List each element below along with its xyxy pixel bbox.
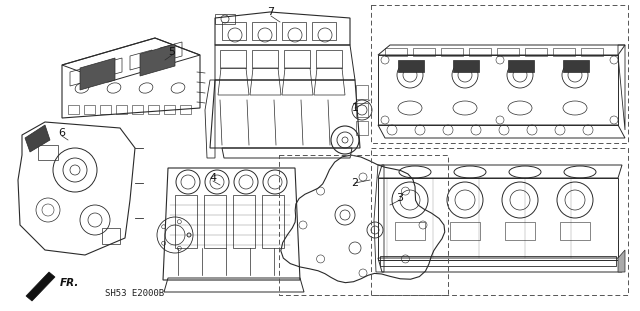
Polygon shape [563,60,589,72]
Bar [413,48,435,56]
Polygon shape [140,44,175,76]
Polygon shape [26,272,55,301]
Bar [102,228,120,244]
Bar [116,105,127,114]
Text: 5: 5 [168,47,175,57]
Polygon shape [80,58,115,90]
Bar [282,22,306,40]
Polygon shape [398,60,424,72]
Bar [252,22,276,40]
Text: FR.: FR. [60,278,79,288]
Text: 2: 2 [351,178,358,188]
Bar [312,22,336,40]
Text: 7: 7 [268,7,275,17]
Bar [395,222,425,240]
Bar [581,48,603,56]
Bar [180,105,191,114]
Polygon shape [508,60,534,72]
Bar [132,105,143,114]
Text: 1: 1 [351,103,358,113]
Polygon shape [453,60,479,72]
Bar [525,48,547,56]
Bar [148,105,159,114]
Bar [222,22,246,40]
Bar [100,105,111,114]
Bar [356,103,368,117]
Bar [497,48,519,56]
Bar [316,50,342,68]
Text: 3: 3 [397,193,403,203]
Bar [215,14,235,24]
Bar [560,222,590,240]
Bar [284,50,310,68]
Bar [450,222,480,240]
Bar [164,105,175,114]
Bar [441,48,463,56]
Polygon shape [25,125,50,152]
Bar [252,50,278,68]
Text: SH53 E2000B: SH53 E2000B [105,290,164,299]
Bar [84,105,95,114]
Polygon shape [618,250,625,272]
Bar [220,50,246,68]
Bar [553,48,575,56]
Bar [356,85,368,99]
Bar [38,145,58,160]
Text: 6: 6 [58,128,65,138]
Text: 4: 4 [209,173,216,183]
Bar [469,48,491,56]
Bar [505,222,535,240]
Bar [356,121,368,135]
Bar [68,105,79,114]
Bar [385,48,407,56]
